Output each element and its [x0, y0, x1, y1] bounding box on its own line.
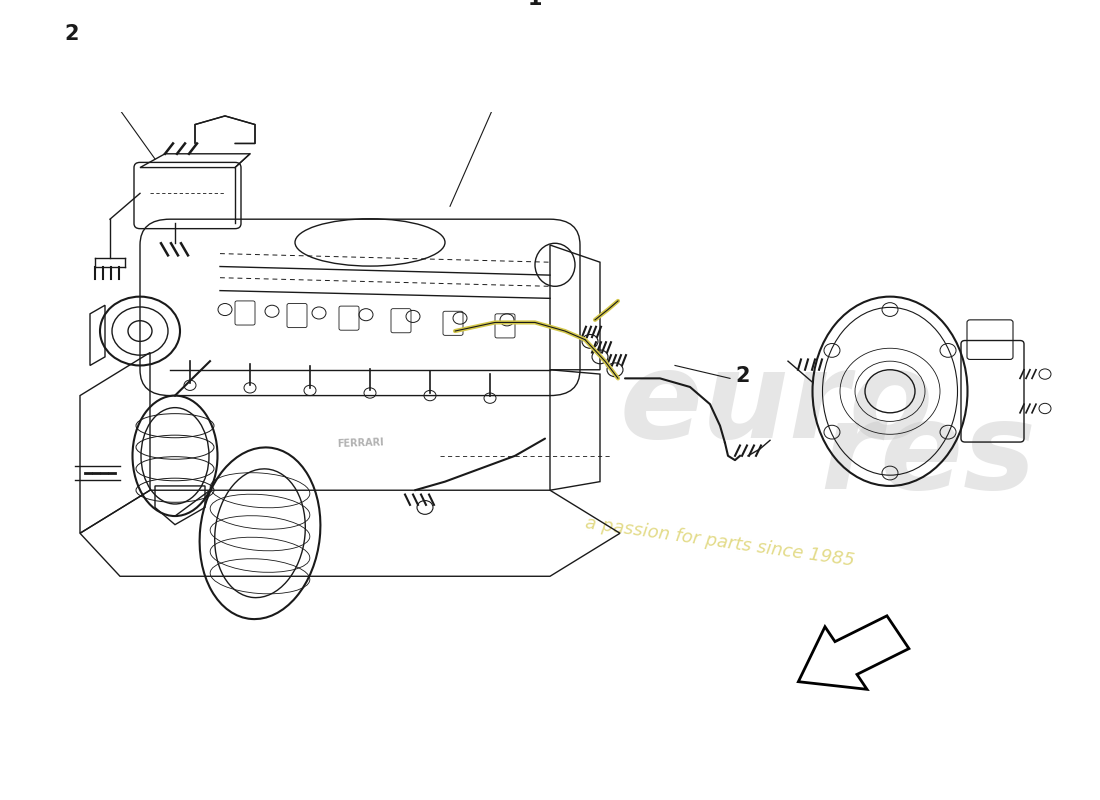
Text: euro: euro: [620, 346, 934, 462]
Polygon shape: [799, 616, 909, 690]
Text: a passion for parts since 1985: a passion for parts since 1985: [584, 514, 856, 570]
Text: 1: 1: [528, 0, 542, 10]
Text: 2: 2: [735, 366, 749, 386]
Text: 2: 2: [65, 24, 79, 44]
Text: FERRARI: FERRARI: [337, 437, 384, 449]
Text: res: res: [820, 398, 1036, 514]
